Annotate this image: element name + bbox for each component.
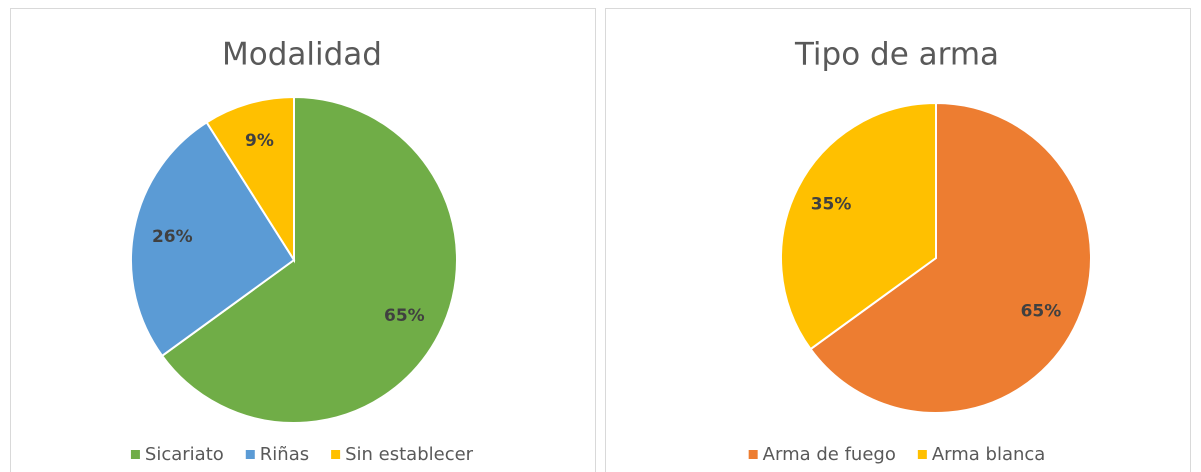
pie-slice: [130, 120, 296, 358]
chart-title: Tipo de arma: [794, 37, 999, 73]
data-label: 35%: [811, 195, 852, 215]
data-label: 65%: [1021, 301, 1062, 321]
pie-slice: [780, 101, 937, 351]
legend-marker: [917, 450, 927, 459]
legend-label: Sin establecer: [345, 444, 474, 465]
legend-label: Sicariato: [145, 444, 224, 465]
legend-marker: [748, 450, 758, 459]
legend-label: Arma de fuego: [763, 444, 896, 465]
legend-marker: [245, 450, 255, 459]
pie-slice: [205, 95, 295, 264]
chart-title: Modalidad: [222, 37, 382, 73]
data-label: 65%: [384, 306, 425, 326]
legend-label: Riñas: [260, 444, 309, 465]
legend-marker: [331, 450, 341, 459]
legend-marker: [130, 450, 140, 459]
legend-label: Arma blanca: [932, 444, 1045, 465]
data-label: 26%: [152, 227, 193, 247]
pie-slice: [160, 95, 458, 424]
pie-slice: [809, 101, 1092, 414]
data-label: 9%: [245, 131, 274, 151]
